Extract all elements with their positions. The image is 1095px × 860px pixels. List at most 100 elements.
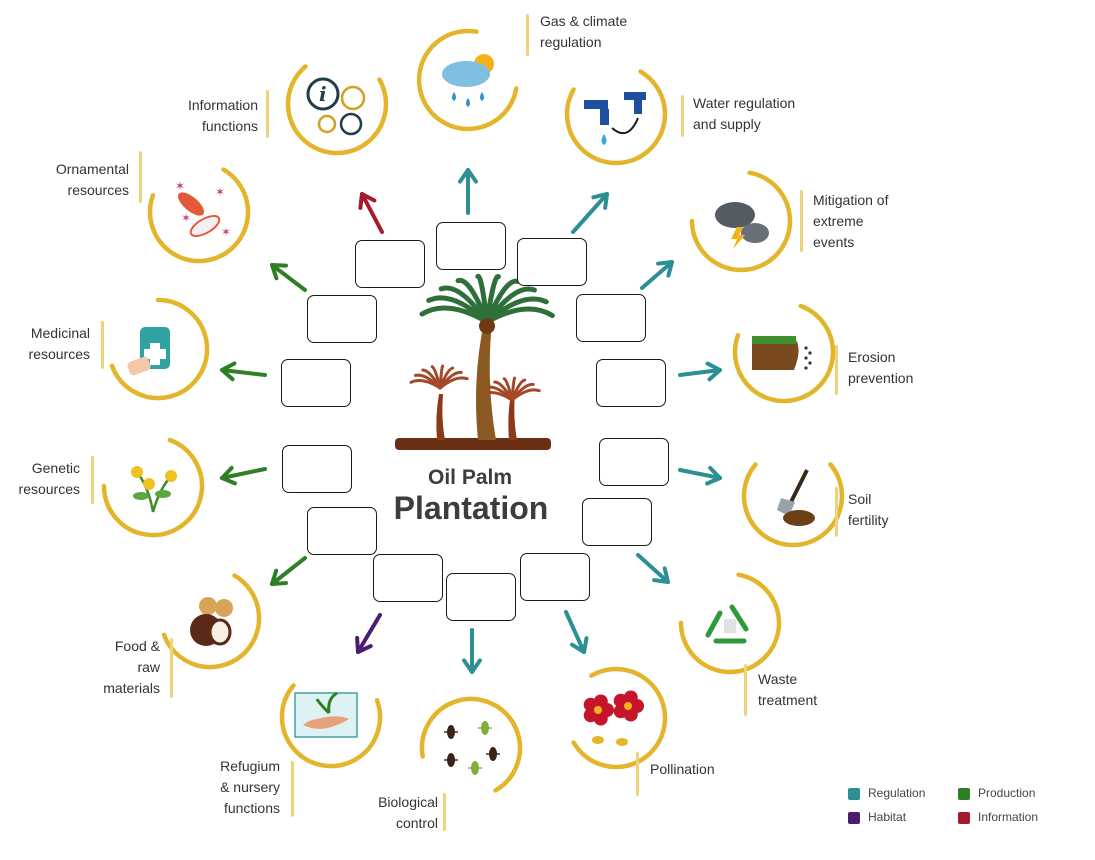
storm-cloud-icon xyxy=(715,202,769,249)
service-waste xyxy=(678,572,782,675)
legend-label-information: Information xyxy=(978,810,1039,824)
recycle-icon xyxy=(705,604,749,644)
service-water xyxy=(564,69,668,166)
coconut-icon xyxy=(190,597,233,646)
svg-text:i: i xyxy=(319,82,327,106)
service-bio xyxy=(419,696,523,793)
koi-fish-icon: ✶ ✶ ✶ ✶ xyxy=(175,179,231,239)
answer-box-information[interactable] xyxy=(355,240,425,288)
label-bar-extreme xyxy=(800,190,803,252)
service-food xyxy=(161,573,262,670)
label-bar-soil xyxy=(835,487,838,537)
water-tap-icon xyxy=(584,92,646,145)
ring-erosion xyxy=(732,303,836,404)
legend: Regulation Production Habitat Informatio… xyxy=(848,786,1078,830)
arrow-waste xyxy=(636,553,670,584)
arrow-refugium xyxy=(355,613,382,654)
svg-text:✶: ✶ xyxy=(215,185,225,199)
ring-refugium xyxy=(279,683,383,769)
ring-soil xyxy=(741,462,845,548)
arrow-pollination xyxy=(564,610,589,654)
service-ornamental: ✶ ✶ ✶ ✶ xyxy=(147,167,251,264)
arrow-ornamental xyxy=(270,263,307,292)
svg-text:✶: ✶ xyxy=(221,225,231,239)
label-biological-control: Biological control xyxy=(378,794,438,831)
ring-pollination xyxy=(571,666,668,770)
label-gas-climate-regulation: Gas & climate regulation xyxy=(540,13,628,50)
arrow-information xyxy=(358,192,384,234)
label-genetic-resources: Genetic resources xyxy=(18,460,80,497)
label-bar-ornamental xyxy=(139,151,142,203)
service-gas xyxy=(416,28,519,132)
ring-bio xyxy=(419,696,523,793)
answer-box-waste[interactable] xyxy=(582,498,652,546)
ring-ornamental xyxy=(147,167,251,264)
label-erosion-prevention: Erosion prevention xyxy=(848,349,914,386)
answer-box-gas[interactable] xyxy=(436,222,506,270)
service-pollination xyxy=(571,666,668,770)
arrow-extreme xyxy=(640,260,674,290)
label-bar-information xyxy=(266,90,269,138)
service-medicinal xyxy=(109,297,210,401)
label-mitigation-extreme-events: Mitigation of extreme events xyxy=(813,192,889,250)
label-bar-medicinal xyxy=(101,321,104,369)
label-bar-pollination xyxy=(636,752,639,796)
answer-box-water[interactable] xyxy=(517,238,587,286)
label-waste-treatment: Waste treatment xyxy=(758,671,818,708)
ring-genetic xyxy=(101,437,205,538)
answer-box-medicinal[interactable] xyxy=(281,359,351,407)
legend-swatch-habitat xyxy=(848,812,860,824)
ring-food xyxy=(161,573,262,670)
answer-box-extreme[interactable] xyxy=(576,294,646,342)
label-bar-waste xyxy=(744,664,747,716)
answer-box-pollination[interactable] xyxy=(520,553,590,601)
label-bar-genetic xyxy=(91,456,94,504)
legend-label-regulation: Regulation xyxy=(868,786,926,800)
label-ornamental-resources: Ornamental resources xyxy=(55,161,129,198)
ring-information xyxy=(285,64,389,156)
service-soil xyxy=(741,462,845,548)
ring-extreme xyxy=(689,170,793,273)
label-water-regulation: Water regulation and supply xyxy=(693,95,796,132)
ring-water xyxy=(564,69,668,166)
flower-bee-icon xyxy=(583,690,644,746)
answer-box-bio[interactable] xyxy=(446,573,516,621)
svg-text:✶: ✶ xyxy=(175,179,185,193)
label-refugium-nursery: Refugium & nursery functions xyxy=(220,758,280,816)
medicine-icon xyxy=(127,327,170,376)
ring-medicinal xyxy=(109,297,210,401)
service-refugium xyxy=(279,683,383,769)
ring-gas xyxy=(416,28,519,132)
legend-swatch-production xyxy=(958,788,970,800)
insects-icon xyxy=(444,721,500,775)
info-bubbles-icon: i xyxy=(306,77,366,136)
label-pollination: Pollination xyxy=(650,761,715,777)
herb-flower-icon xyxy=(131,466,177,513)
cloud-sun-rain-icon xyxy=(442,54,494,107)
answer-box-erosion[interactable] xyxy=(596,359,666,407)
answer-box-food[interactable] xyxy=(307,507,377,555)
seedling-hand-icon xyxy=(294,691,358,738)
legend-label-production: Production xyxy=(978,786,1036,800)
answer-box-genetic[interactable] xyxy=(282,445,352,493)
answer-box-refugium[interactable] xyxy=(373,554,443,602)
label-bar-gas xyxy=(526,14,529,56)
arrow-medicinal xyxy=(220,361,267,382)
label-soil-fertility: Soil fertility xyxy=(848,491,889,528)
arrow-gas xyxy=(458,168,478,215)
arrow-soil xyxy=(678,465,722,486)
legend-swatch-information xyxy=(958,812,970,824)
label-bar-refugium xyxy=(291,761,294,817)
label-bar-water xyxy=(681,95,684,137)
answer-box-ornamental[interactable] xyxy=(307,295,377,343)
answer-box-soil[interactable] xyxy=(599,438,669,486)
shovel-soil-icon xyxy=(777,469,815,526)
service-erosion xyxy=(732,303,836,404)
label-medicinal-resources: Medicinal resources xyxy=(28,325,90,362)
label-bar-bio xyxy=(443,793,446,831)
cliff-erosion-icon xyxy=(752,336,812,370)
label-food-raw-materials: Food & raw materials xyxy=(103,638,160,696)
center-title-line1: Oil Palm xyxy=(427,466,513,489)
